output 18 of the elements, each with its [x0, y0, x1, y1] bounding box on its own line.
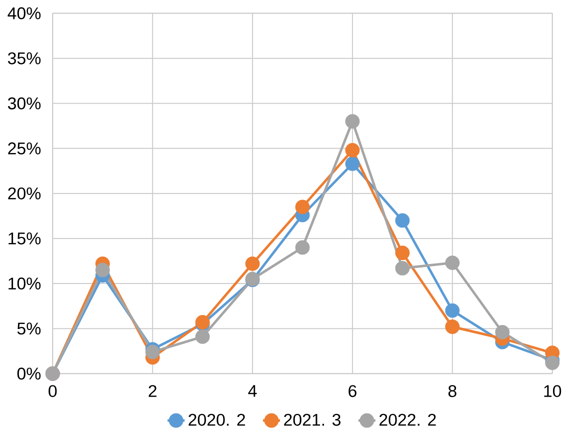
- y-tick-label: 35%: [8, 52, 41, 64]
- x-tick-label: 8: [448, 385, 456, 398]
- legend-label: 2022. 2: [380, 414, 436, 426]
- y-tick-label: 30%: [8, 97, 41, 110]
- y-tick-label: 20%: [8, 187, 41, 200]
- y-tick-label: 5%: [17, 322, 41, 334]
- x-tick-label: 2: [148, 385, 156, 397]
- y-tick-label: 0%: [17, 368, 41, 380]
- legend-label: 2020. 2: [188, 414, 245, 426]
- y-tick-label: 40%: [8, 7, 41, 20]
- y-tick-label: 10%: [8, 278, 41, 290]
- legend-label: 2021. 3: [284, 414, 340, 426]
- x-tick-label: 10: [544, 385, 562, 398]
- x-tick-label: 4: [248, 385, 257, 397]
- x-tick-label: 6: [348, 385, 356, 398]
- y-tick-label: 15%: [8, 232, 41, 244]
- x-tick-label: 0: [48, 385, 57, 398]
- y-tick-label: 25%: [8, 142, 41, 154]
